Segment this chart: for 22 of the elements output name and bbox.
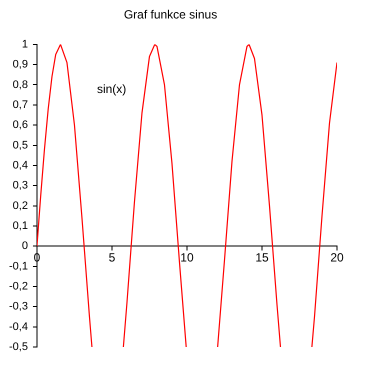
y-tick-label: 0	[22, 240, 28, 252]
y-tick-label: 0,1	[12, 220, 28, 232]
annotation: sin(x)	[96, 82, 126, 96]
y-tick-label: 0,8	[12, 78, 28, 91]
y-tick-label: -0,3	[8, 300, 28, 313]
y-tick-label: -0,2	[8, 280, 28, 293]
y-tick-label: 0,4	[12, 159, 28, 172]
x-tick-label: 5	[108, 250, 116, 264]
y-tick-label: 0,6	[12, 119, 28, 132]
x-tick-label: 20	[330, 250, 344, 264]
y-tick-label: 0,7	[12, 98, 28, 111]
y-tick-label: -0,5	[8, 341, 28, 354]
y-tick-label: 0,5	[12, 139, 28, 152]
x-tick-label: 15	[255, 250, 269, 264]
y-tick-label: -0,1	[8, 260, 28, 272]
y-tick-label: 1	[22, 38, 28, 50]
y-tick-label: 0,3	[12, 180, 28, 192]
chart-title: Graf funkce sinus	[124, 8, 218, 22]
y-tick-label: -0,4	[8, 320, 28, 333]
y-tick-label: 0,9	[12, 58, 28, 71]
y-tick-label: 0,2	[12, 200, 28, 212]
x-tick-label: 10	[180, 250, 194, 264]
